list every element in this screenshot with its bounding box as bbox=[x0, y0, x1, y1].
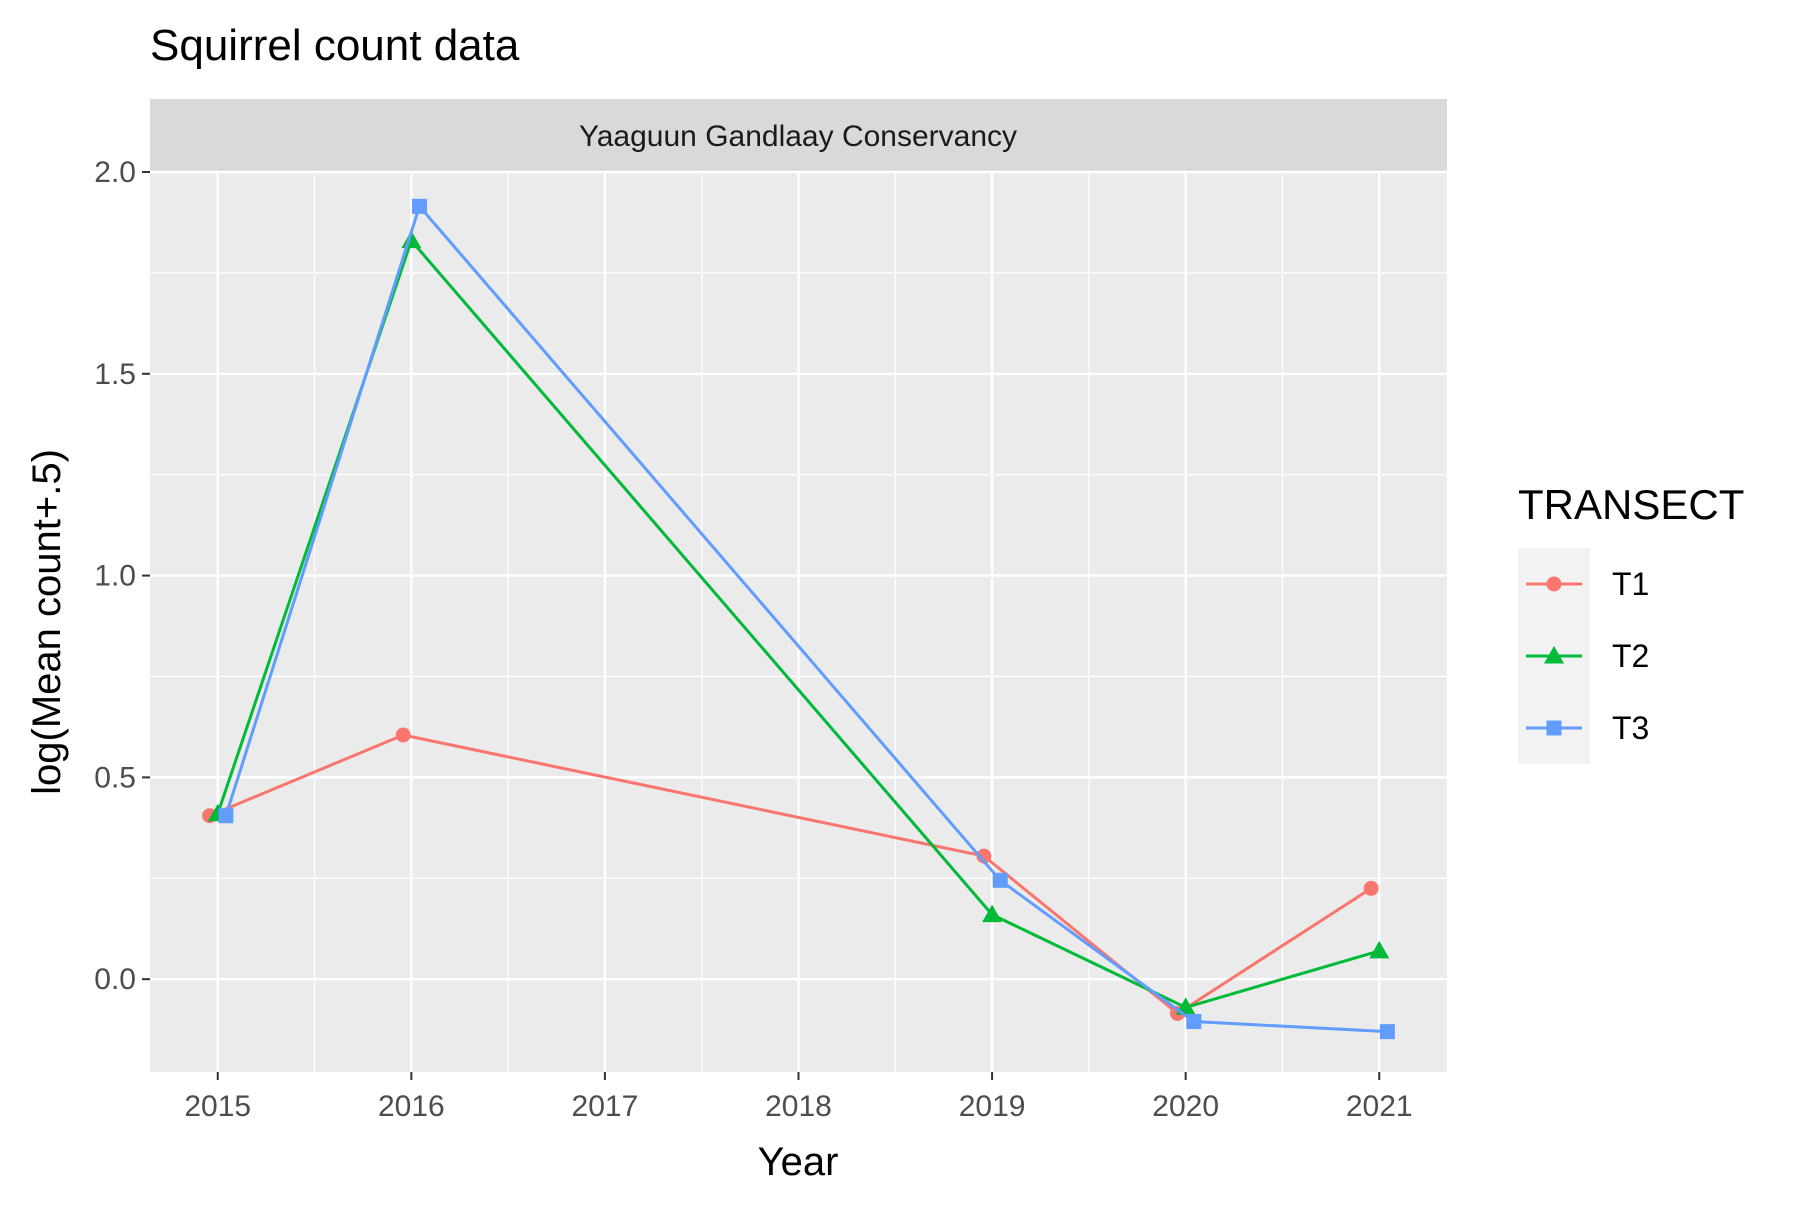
data-series bbox=[202, 198, 1395, 1040]
legend-label: T3 bbox=[1612, 710, 1649, 746]
data-point-t3 bbox=[1186, 1014, 1202, 1030]
data-point-t3 bbox=[992, 872, 1008, 888]
x-tick-label: 2019 bbox=[959, 1090, 1026, 1123]
chart-title: Squirrel count data bbox=[150, 21, 520, 70]
data-point-t2 bbox=[1369, 940, 1390, 959]
x-tick-label: 2015 bbox=[184, 1090, 251, 1123]
legend-key-marker bbox=[1546, 720, 1562, 736]
y-axis-label: log(Mean count+.5) bbox=[25, 449, 69, 795]
legend-label: T1 bbox=[1612, 566, 1649, 602]
facet-strip-label: Yaaguun Gandlaay Conservancy bbox=[579, 120, 1017, 153]
data-point-t2 bbox=[982, 904, 1003, 923]
legend-item-t3: T3 bbox=[1526, 710, 1649, 746]
x-tick-label: 2020 bbox=[1152, 1090, 1219, 1123]
y-axis: 0.0 0.5 1.0 1.5 2.0 bbox=[94, 156, 150, 996]
series-t3 bbox=[218, 198, 1395, 1040]
data-point-t1 bbox=[395, 727, 411, 743]
x-tick-label: 2017 bbox=[572, 1090, 639, 1123]
x-axis: 2015 2016 2017 2018 2019 2020 2021 bbox=[184, 1072, 1413, 1123]
legend: TRANSECT T1 T2 T3 bbox=[1518, 481, 1744, 764]
x-tick-label: 2021 bbox=[1346, 1090, 1413, 1123]
data-point-t1 bbox=[976, 848, 992, 864]
data-point-t3 bbox=[218, 808, 234, 824]
y-tick-label: 0.5 bbox=[94, 761, 136, 794]
x-axis-label: Year bbox=[758, 1140, 839, 1184]
x-tick-label: 2018 bbox=[765, 1090, 832, 1123]
legend-title: TRANSECT bbox=[1518, 481, 1744, 528]
facet-strip bbox=[150, 99, 1447, 172]
x-tick-label: 2016 bbox=[378, 1090, 445, 1123]
y-tick-label: 2.0 bbox=[94, 156, 136, 189]
data-point-t3 bbox=[1379, 1024, 1395, 1040]
data-point-t1 bbox=[1363, 880, 1379, 896]
y-tick-label: 1.5 bbox=[94, 358, 136, 391]
legend-item-t2: T2 bbox=[1526, 638, 1649, 674]
y-tick-label: 1.0 bbox=[94, 560, 136, 593]
y-tick-label: 0.0 bbox=[94, 963, 136, 996]
legend-key-marker bbox=[1546, 576, 1562, 592]
legend-label: T2 bbox=[1612, 638, 1649, 674]
data-point-t3 bbox=[411, 198, 427, 214]
legend-item-t1: T1 bbox=[1526, 566, 1649, 602]
legend-key-marker bbox=[1544, 646, 1564, 664]
